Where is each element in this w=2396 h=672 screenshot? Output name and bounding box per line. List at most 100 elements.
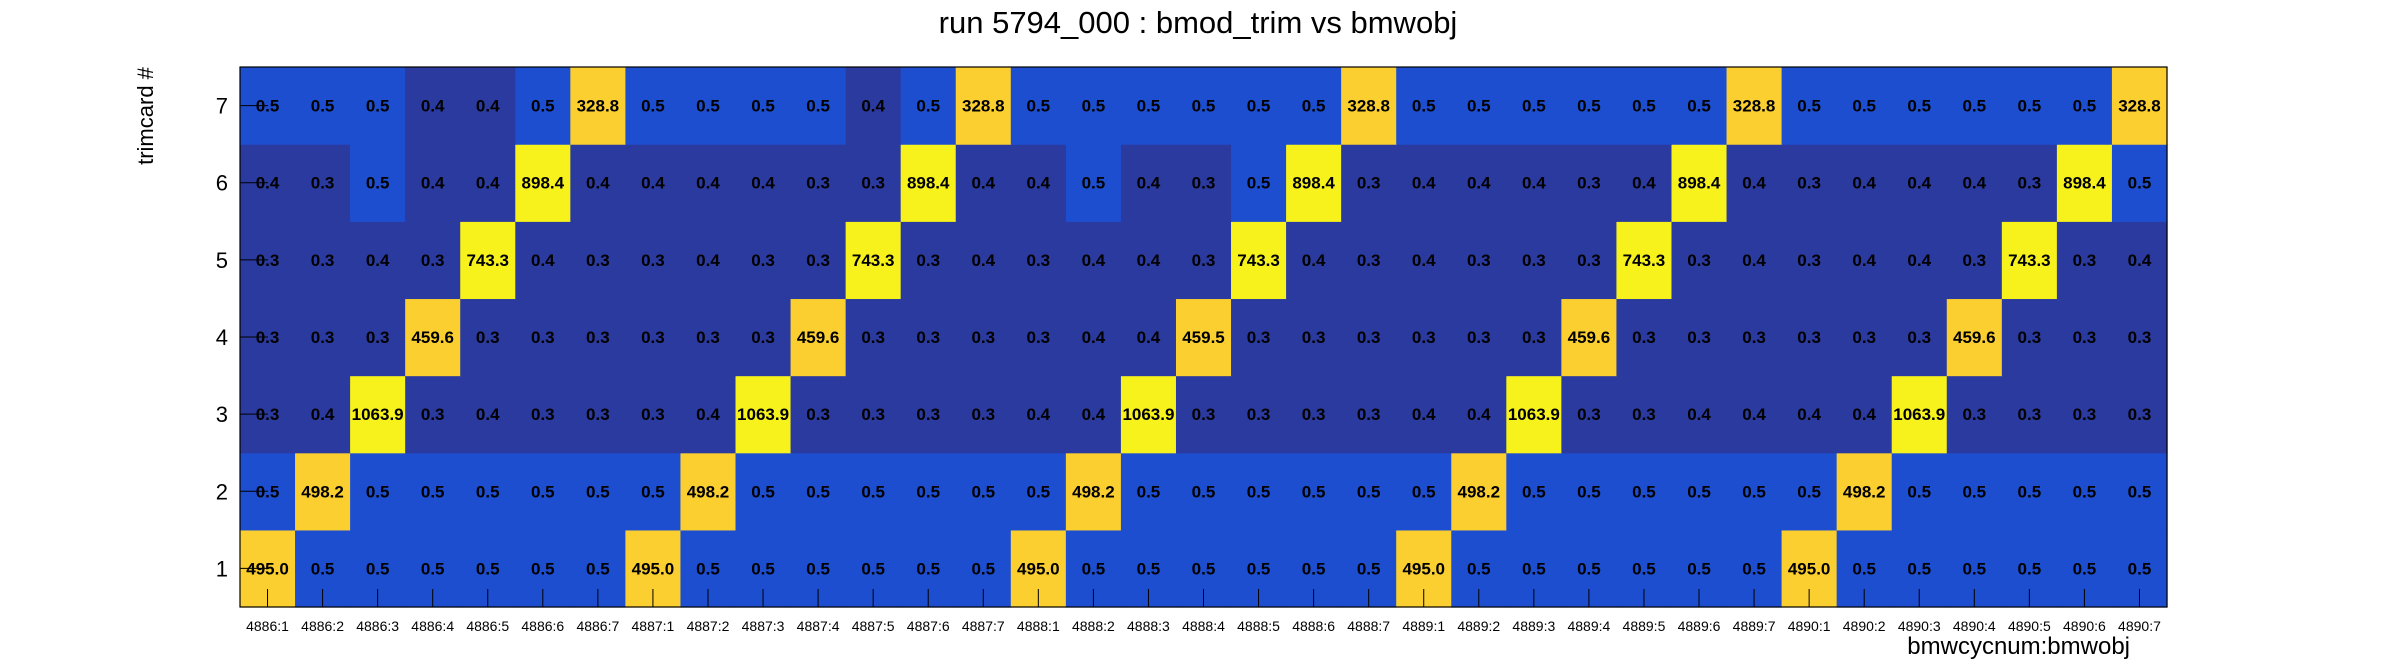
- cell-value-label: 0.5: [1027, 97, 1051, 116]
- heatmap-cell: [2111, 67, 2168, 145]
- x-tick-label: 4887:1: [632, 618, 675, 634]
- cell-value-label: 0.3: [2018, 405, 2042, 424]
- heatmap-cell: [1120, 298, 1177, 377]
- heatmap-cell: [2056, 452, 2113, 531]
- cell-value-label: 0.5: [256, 482, 280, 501]
- cell-value-label: 0.3: [1797, 174, 1821, 193]
- cell-value-label: 328.8: [1733, 97, 1776, 116]
- cell-value-label: 0.5: [2073, 559, 2097, 578]
- x-tick-label: 4886:3: [356, 618, 399, 634]
- cell-value-label: 0.5: [2018, 97, 2042, 116]
- heatmap-cell: [625, 298, 682, 377]
- cell-value-label: 898.4: [1678, 174, 1721, 193]
- cell-value-label: 459.5: [1182, 328, 1225, 347]
- heatmap-cell: [735, 144, 792, 222]
- heatmap-cell: [1781, 221, 1838, 300]
- cell-value-label: 0.5: [1962, 97, 1986, 116]
- heatmap-cell: [1175, 452, 1232, 531]
- x-tick-label: 4890:4: [1953, 618, 1996, 634]
- cell-value-label: 0.5: [861, 482, 885, 501]
- heatmap-cell: [790, 144, 847, 222]
- cell-value-label: 0.5: [1357, 482, 1381, 501]
- heatmap-cell: [1561, 452, 1618, 531]
- x-tick-label: 4887:6: [907, 618, 950, 634]
- heatmap-cell: [1175, 298, 1232, 377]
- heatmap-cell: [295, 67, 351, 145]
- cell-value-label: 0.3: [861, 405, 885, 424]
- heatmap-cell: [1726, 144, 1783, 222]
- heatmap-cell: [2056, 144, 2113, 222]
- cell-value-label: 0.5: [1192, 482, 1216, 501]
- heatmap-cell: [2001, 221, 2058, 300]
- cell-value-label: 0.3: [1467, 328, 1491, 347]
- cell-value-label: 0.5: [1082, 174, 1106, 193]
- cell-value-label: 0.5: [1412, 482, 1436, 501]
- x-tick-label: 4889:2: [1457, 618, 1500, 634]
- cell-value-label: 743.3: [466, 251, 509, 270]
- cell-value-label: 0.4: [1687, 405, 1711, 424]
- cell-value-label: 0.3: [1687, 328, 1711, 347]
- heatmap-cell: [2056, 67, 2113, 145]
- cell-value-label: 0.5: [1137, 482, 1161, 501]
- heatmap-cell: [1451, 67, 1507, 145]
- y-tick-label: 5: [216, 248, 228, 273]
- cell-value-label: 0.5: [1687, 482, 1711, 501]
- cell-value-label: 0.5: [311, 559, 335, 578]
- cell-value-label: 0.3: [916, 251, 940, 270]
- x-tick-label: 4889:7: [1733, 618, 1776, 634]
- heatmap-cell: [900, 375, 957, 454]
- cell-value-label: 0.3: [1027, 251, 1051, 270]
- heatmap-cell: [350, 452, 406, 531]
- cell-value-label: 0.5: [1522, 559, 1546, 578]
- cell-value-label: 0.5: [1577, 559, 1601, 578]
- x-tick-label: 4889:3: [1512, 618, 1555, 634]
- cell-value-label: 0.5: [1632, 97, 1656, 116]
- heatmap-cell: [1451, 375, 1507, 454]
- cell-value-label: 0.5: [531, 559, 555, 578]
- heatmap-cell: [1781, 144, 1838, 222]
- x-tick-label: 4890:7: [2118, 618, 2161, 634]
- heatmap-cell: [1726, 452, 1783, 531]
- heatmap-cell: [955, 452, 1012, 531]
- heatmap-cell: [1891, 375, 1948, 454]
- heatmap-cell: [625, 67, 682, 145]
- heatmap-cell: [1120, 452, 1177, 531]
- heatmap-cell: [350, 375, 406, 454]
- heatmap-cell: [845, 67, 902, 145]
- heatmap-cell: [790, 67, 847, 145]
- heatmap-cell: [570, 221, 626, 300]
- heatmap-cell: [1671, 452, 1728, 531]
- heatmap-cell: [1891, 452, 1948, 531]
- cell-value-label: 0.5: [1467, 559, 1491, 578]
- heatmap-cell: [1341, 221, 1397, 300]
- cell-value-label: 0.3: [971, 328, 995, 347]
- cell-value-label: 0.5: [1247, 97, 1271, 116]
- cell-value-label: 0.5: [751, 559, 775, 578]
- cell-value-label: 0.4: [696, 174, 720, 193]
- heatmap-cell: [2111, 221, 2168, 300]
- heatmap-cell: [1175, 144, 1232, 222]
- heatmap-cell: [1781, 452, 1838, 531]
- cell-value-label: 0.3: [861, 328, 885, 347]
- x-tick-label: 4886:6: [521, 618, 564, 634]
- cell-value-label: 1063.9: [352, 405, 404, 424]
- cell-value-label: 0.5: [2018, 482, 2042, 501]
- cell-value-label: 498.2: [1072, 482, 1115, 501]
- cell-value-label: 0.5: [916, 97, 940, 116]
- heatmap-cell: [1010, 144, 1067, 222]
- heatmap-cell: [735, 67, 792, 145]
- cell-value-label: 0.5: [696, 559, 720, 578]
- heatmap-cell: [845, 298, 902, 377]
- heatmap-cell: [1010, 67, 1067, 145]
- cell-value-label: 0.3: [861, 174, 885, 193]
- heatmap-cell: [1616, 375, 1673, 454]
- heatmap-cell: [460, 144, 516, 222]
- cell-value-label: 0.4: [311, 405, 335, 424]
- heatmap-cell: [1891, 144, 1948, 222]
- heatmap-cell: [1286, 298, 1342, 377]
- cell-value-label: 498.2: [1458, 482, 1501, 501]
- heatmap-cell: [1616, 144, 1673, 222]
- cell-value-label: 0.4: [1632, 174, 1656, 193]
- cell-value-label: 495.0: [246, 559, 289, 578]
- cell-value-label: 0.4: [421, 97, 445, 116]
